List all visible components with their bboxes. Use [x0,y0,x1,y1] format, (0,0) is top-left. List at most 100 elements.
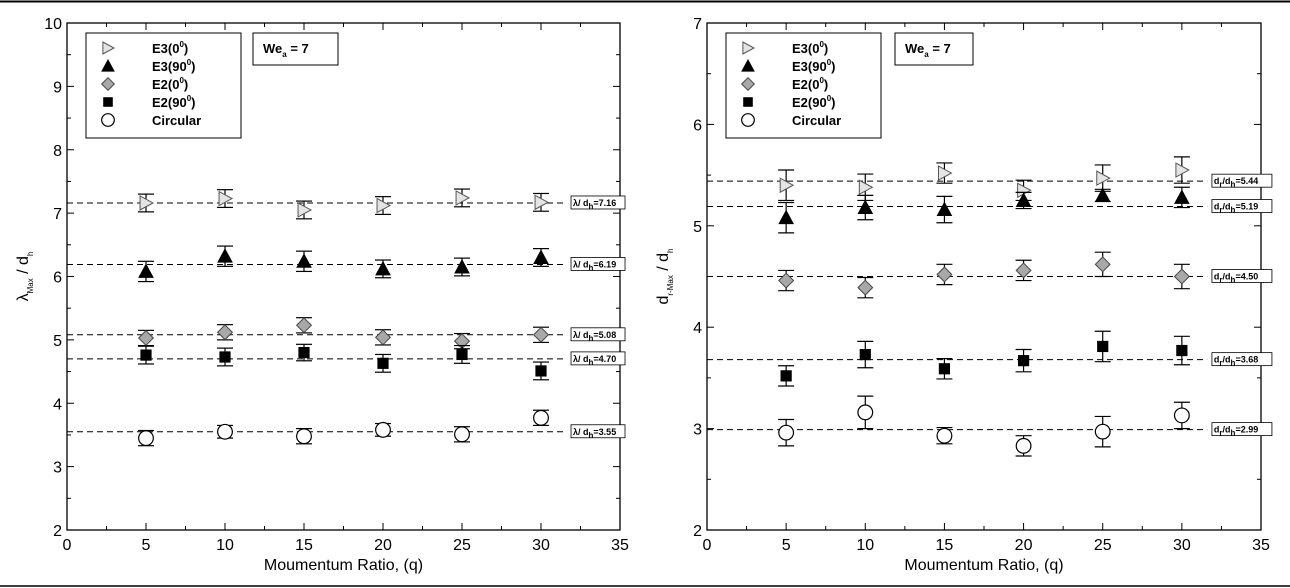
ann-sub: r [1219,276,1222,285]
ann-label: d [1214,355,1220,365]
ann-label: d [1214,176,1220,186]
data-point [1176,344,1188,357]
x-tick-label: 30 [1173,537,1191,554]
legend-marker [740,76,756,92]
note-text: Wea = 7 [263,41,309,59]
y-tick-label: 9 [53,79,62,96]
mean-annotation: λ/ dh=6.19 [573,259,616,272]
data-point [936,266,953,283]
data-point [1017,355,1030,367]
data-point [219,351,231,363]
legend-label-text: E2(90 [152,95,187,110]
ann-value: =4.50 [1235,272,1258,282]
legend-label-close: ) [191,59,195,74]
x-tick-label: 30 [532,537,550,554]
ann-value: =4.70 [593,354,616,364]
data-point [534,194,550,211]
x-tick-label: 20 [374,537,392,554]
y-label-symbol: d [655,296,672,305]
y-tick-label: 5 [693,219,702,236]
y-label-rest: / d [655,253,672,275]
data-point [1173,407,1190,424]
y-axis-label: dr-Max / dh [655,248,675,304]
data-point [780,370,792,382]
legend-label: Circular [792,113,841,128]
legend-label-text: Circular [152,113,201,128]
legend-marker [101,58,115,72]
legend-label: Circular [152,113,201,128]
legend-label-sup: 0 [827,58,832,67]
y-label-rest: / d [15,256,32,278]
y-tick-label: 7 [53,206,62,223]
note-rest: = 7 [929,41,951,56]
y-tick-label: 3 [693,422,702,439]
y-tick-label: 2 [53,523,62,540]
data-point [454,258,470,274]
ann-sub: h [589,334,594,343]
legend-label-close: ) [824,41,828,56]
y-label-symbol: λ [15,293,32,301]
data-point [139,195,155,211]
mean-annotation-box [570,327,626,342]
data-point [858,179,874,196]
data-point [295,317,313,334]
mean-annotation-box [1211,352,1273,367]
note-box [894,32,974,66]
legend-label-close: ) [184,77,188,92]
mean-annotation-box [570,351,626,366]
legend-label: E2(900) [792,94,836,110]
x-axis-label: Moumentum Ratio, (q) [264,557,423,574]
legend-label-text: E3(0 [152,41,179,56]
data-point [138,263,154,278]
mean-annotation: dr/dh=3.68 [1214,355,1258,368]
y-tick-label: 4 [53,396,62,413]
legend-marker [743,97,753,107]
data-point [217,248,233,263]
ann-label2: /d [1223,176,1231,186]
data-point [1094,423,1111,440]
x-tick-label: 5 [782,537,791,554]
mean-annotation-box [1211,173,1273,188]
y-tick-label: 3 [53,460,62,477]
mean-annotation-box [570,424,626,439]
legend-label: E2(00) [792,76,828,92]
note-base: We [263,41,282,56]
x-tick-label: 0 [63,537,72,554]
legend-marker [102,41,116,55]
ann-sub: h [589,358,594,367]
mean-annotation-box [1211,269,1273,283]
y-label-rest-sub: h [26,252,35,256]
note-sub: a [282,50,287,59]
ann-sub: r [1219,206,1222,215]
data-point [778,209,794,225]
mean-annotation: λ/ dh=3.55 [573,427,616,440]
data-point [857,199,874,214]
ann-sub: r [1219,180,1222,189]
ann-value: =5.44 [1235,176,1258,186]
x-axis-label: Moumentum Ratio, (q) [904,557,1063,574]
mean-annotation: dr/dh=5.44 [1214,176,1258,189]
legend-label-text: E2(0 [792,77,819,92]
legend-label-text: E3(90 [152,59,187,74]
ann-sub2: h [1231,206,1236,215]
mean-annotation: λ/ dh=7.16 [573,198,616,211]
x-tick-label: 0 [703,537,712,554]
legend-label-sup: 0 [179,76,184,85]
data-point [296,253,312,268]
mean-annotation: dr/dh=4.50 [1214,272,1258,285]
data-point [374,329,392,346]
data-point [1015,437,1032,454]
ann-label: d [1214,425,1220,435]
legend-label-close: ) [824,77,828,92]
ann-sub: h [589,202,594,211]
legend: E3(00)E3(900)E2(00)E2(900)Circular [85,32,242,139]
x-tick-label: 35 [611,537,629,554]
data-point [217,423,233,440]
x-tick-label: 15 [936,537,954,554]
ann-value: =5.19 [1235,202,1258,212]
mean-annotation: λ/ dh=4.70 [573,354,616,367]
data-point [936,427,953,444]
ann-label: λ/ d [573,354,589,364]
series-2: λ/ dh=5.08 [67,317,626,350]
legend-label-text: E2(0 [152,77,179,92]
